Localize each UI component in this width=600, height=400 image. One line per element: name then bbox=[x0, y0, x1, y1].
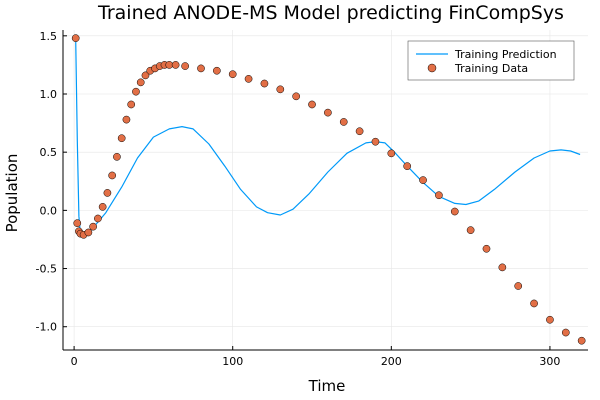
chart-title: Trained ANODE-MS Model predicting FinCom… bbox=[97, 2, 564, 24]
training-data-point bbox=[113, 152, 121, 161]
y-tick-label-4: 1.0 bbox=[40, 88, 58, 101]
training-data-point bbox=[339, 118, 348, 126]
training-data-point bbox=[324, 108, 332, 117]
training-data-point bbox=[103, 189, 112, 197]
training-data-point bbox=[213, 66, 221, 75]
training-data-point bbox=[308, 100, 316, 109]
training-data-point bbox=[387, 149, 396, 158]
y-tick-label-0: -1.0 bbox=[36, 321, 57, 334]
training-data-point bbox=[260, 79, 269, 88]
training-data-point bbox=[108, 171, 117, 180]
training-data-point bbox=[141, 71, 150, 80]
training-data-point bbox=[466, 226, 475, 234]
training-data-point bbox=[98, 203, 107, 211]
y-tick-label-2: 0.0 bbox=[40, 204, 58, 217]
training-data-point bbox=[450, 207, 459, 216]
training-data-point bbox=[292, 92, 301, 101]
training-data-point bbox=[122, 115, 131, 124]
training-data-point bbox=[71, 34, 80, 42]
training-data-point bbox=[136, 78, 145, 87]
x-tick-label-2: 200 bbox=[381, 355, 402, 368]
training-data-point bbox=[181, 62, 189, 70]
legend-box bbox=[407, 40, 575, 81]
y-tick-label-3: 0.5 bbox=[40, 146, 58, 159]
legend-data-label: Training Data bbox=[454, 62, 528, 75]
x-tick-label-1: 100 bbox=[222, 355, 243, 368]
training-data-point bbox=[435, 191, 443, 200]
training-data-point bbox=[171, 61, 180, 69]
training-data-point bbox=[244, 75, 253, 83]
training-data-point bbox=[197, 64, 205, 73]
training-data-point bbox=[89, 222, 97, 231]
training-data-point bbox=[276, 85, 285, 94]
training-data-point bbox=[228, 70, 237, 79]
training-data-point bbox=[132, 87, 140, 96]
training-data-point bbox=[84, 228, 93, 237]
training-data-point bbox=[355, 127, 364, 136]
training-data-point bbox=[73, 219, 82, 228]
training-data-point bbox=[127, 100, 136, 109]
x-axis-label: Time bbox=[308, 377, 346, 395]
training-data-point bbox=[546, 315, 554, 324]
training-data-point bbox=[482, 244, 491, 253]
training-data-point bbox=[403, 162, 412, 170]
training-data-point bbox=[530, 299, 538, 308]
plot-area: 0 100 200 300 -1.0 -0.5 0.0 0.5 1.0 1.5 bbox=[36, 30, 588, 368]
training-data-point bbox=[514, 282, 523, 290]
training-data-point bbox=[498, 263, 507, 272]
legend-prediction-label: Training Prediction bbox=[454, 48, 557, 61]
legend-data-swatch bbox=[427, 63, 437, 73]
training-data-point bbox=[419, 176, 427, 184]
y-axis-label: Population bbox=[3, 154, 21, 233]
y-tick-label-1: -0.5 bbox=[36, 263, 57, 276]
training-data-point bbox=[561, 328, 570, 337]
x-tick-label-3: 300 bbox=[539, 355, 560, 368]
x-tick-label-0: 0 bbox=[71, 355, 78, 368]
training-data-point bbox=[577, 336, 586, 345]
training-data-point bbox=[371, 137, 380, 146]
training-data-point bbox=[117, 134, 126, 143]
y-tick-label-5: 1.5 bbox=[40, 30, 58, 43]
training-data-point bbox=[94, 214, 102, 223]
